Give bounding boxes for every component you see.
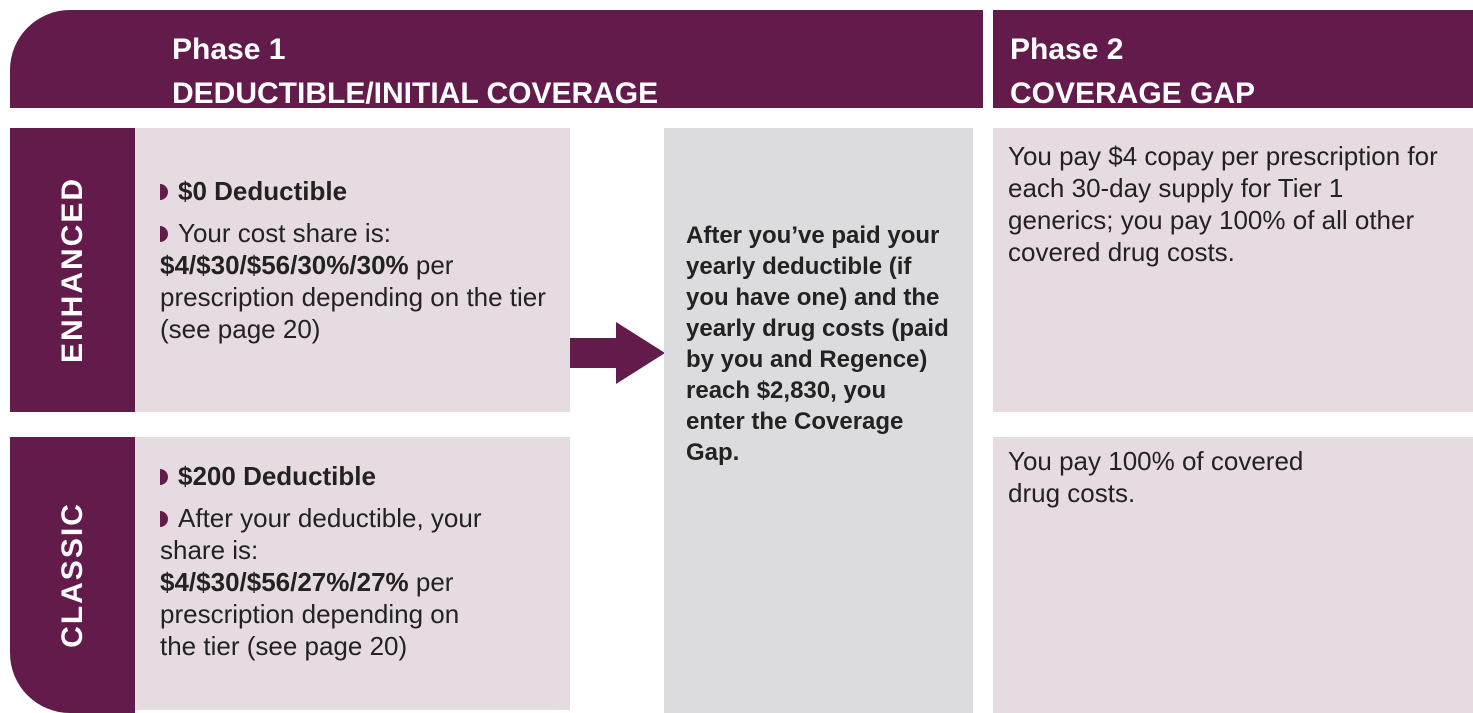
phase1-title: Phase 1 (172, 33, 286, 66)
deductible-text: $200 Deductible (178, 461, 376, 491)
arrow (570, 322, 665, 384)
gap-text: You pay 100% of covered drug costs. (1008, 446, 1304, 508)
bullet (160, 511, 168, 527)
row-label: ENHANCED (55, 176, 89, 364)
deductible: $200 Deductible (160, 460, 550, 492)
phase1-cell: $0 Deductible Your cost share is: $4/$30… (135, 128, 570, 412)
share-values: $4/$30/$56/30%/30% (160, 250, 409, 280)
arrow-shape (570, 322, 665, 384)
deductible-text: $0 Deductible (178, 176, 348, 206)
row-tab: CLASSIC (10, 437, 135, 713)
cost-share: After your deductible, your share is: $4… (160, 502, 490, 662)
share-values: $4/$30/$56/27%/27% (160, 567, 409, 597)
bullet (160, 184, 168, 200)
phase2-cell: You pay $4 copay per prescription for ea… (993, 128, 1473, 412)
share-intro: After your deductible, your share is: (160, 503, 482, 565)
bullet (160, 469, 168, 485)
cost-share: Your cost share is: $4/$30/$56/30%/30% p… (160, 217, 550, 345)
share-rest: per prescription depending on the tier (… (160, 567, 460, 661)
transition-cell: After you’ve paid your yearly deductible… (664, 128, 973, 713)
row-tab: ENHANCED (10, 128, 135, 412)
phase2-subtitle: COVERAGE GAP (1010, 77, 1256, 110)
row-label: CLASSIC (55, 502, 89, 648)
phase1-cell: $200 Deductible After your deductible, y… (135, 437, 570, 710)
phase2-cell: You pay 100% of covered drug costs. (993, 437, 1473, 713)
gap-text: You pay $4 copay per prescription for ea… (1008, 141, 1438, 267)
deductible: $0 Deductible (160, 175, 550, 207)
share-rest: per prescription depending on the tier (… (160, 250, 546, 344)
transition-text: After you’ve paid your yearly deductible… (686, 222, 949, 466)
phase2-title: Phase 2 (1010, 33, 1124, 66)
share-intro: Your cost share is: (178, 218, 391, 248)
phase2-header: Phase 2 COVERAGE GAP (993, 10, 1473, 110)
phase1-subtitle: DEDUCTIBLE/INITIAL COVERAGE (172, 77, 659, 110)
phase1-header: Phase 1 DEDUCTIBLE/INITIAL COVERAGE (10, 10, 983, 110)
bullet (160, 226, 168, 242)
